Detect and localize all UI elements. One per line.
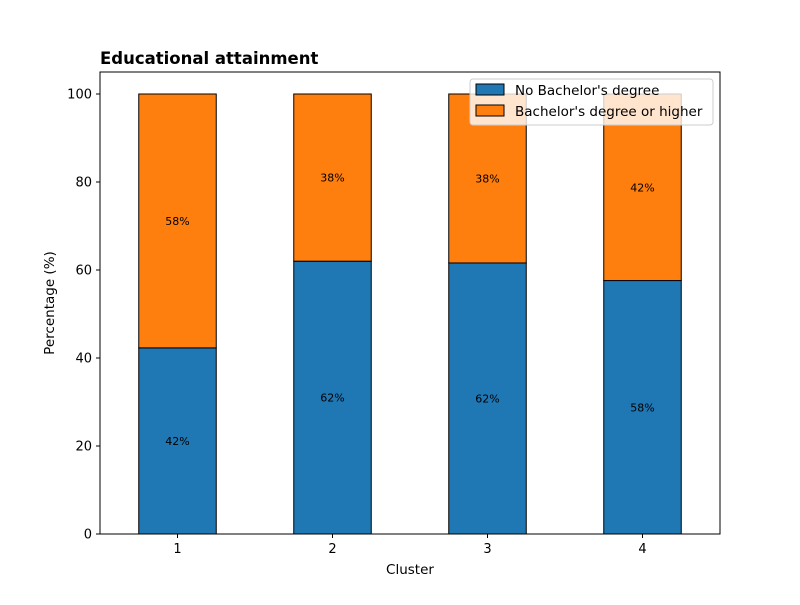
legend-label-bachelors-or-higher: Bachelor's degree or higher	[515, 104, 703, 120]
legend-box	[469, 78, 714, 126]
data-label-series-2-cluster-2: 38%	[320, 172, 344, 185]
data-labels-layer: 42% 58% 62% 38% 62% 38% 58% 42%	[165, 172, 654, 448]
data-label-series-2-cluster-3: 38%	[475, 172, 499, 185]
y-tick-label-60: 60	[75, 264, 92, 279]
y-axis-label: Percentage (%)	[42, 251, 58, 355]
y-tick-label-80: 80	[75, 176, 92, 191]
data-label-series-1-cluster-3: 62%	[475, 392, 499, 405]
bar-series-1-cluster-2	[293, 260, 372, 535]
legend-swatch-bachelors-or-higher	[475, 104, 505, 117]
legend-swatch-no-bachelors	[475, 83, 505, 96]
data-label-series-1-cluster-4: 58%	[630, 401, 654, 414]
y-tick-label-100: 100	[67, 88, 92, 103]
legend: No Bachelor's degree Bachelor's degree o…	[469, 78, 714, 126]
x-tick-label-3: 3	[483, 542, 491, 557]
legend-label-no-bachelors: No Bachelor's degree	[515, 83, 659, 99]
y-tick-label-20: 20	[75, 440, 92, 455]
x-tick-label-4: 4	[638, 542, 646, 557]
bar-series-2-cluster-2	[293, 93, 372, 262]
plot-frame	[99, 71, 721, 535]
data-label-series-1-cluster-1: 42%	[165, 435, 189, 448]
bars-layer	[138, 93, 682, 535]
bar-series-1-cluster-1	[138, 347, 217, 535]
x-axis-label: Cluster	[386, 562, 434, 578]
bar-series-2-cluster-1	[138, 93, 217, 349]
y-tick-label-40: 40	[75, 352, 92, 367]
chart-title: Educational attainment	[100, 49, 318, 68]
data-label-series-1-cluster-2: 62%	[320, 392, 344, 405]
data-label-series-2-cluster-1: 58%	[165, 215, 189, 228]
data-label-series-2-cluster-4: 42%	[630, 181, 654, 194]
y-tick-label-0: 0	[84, 528, 92, 543]
x-tick-label-1: 1	[173, 542, 181, 557]
x-tick-label-2: 2	[328, 542, 336, 557]
bar-series-1-cluster-4	[603, 280, 682, 535]
